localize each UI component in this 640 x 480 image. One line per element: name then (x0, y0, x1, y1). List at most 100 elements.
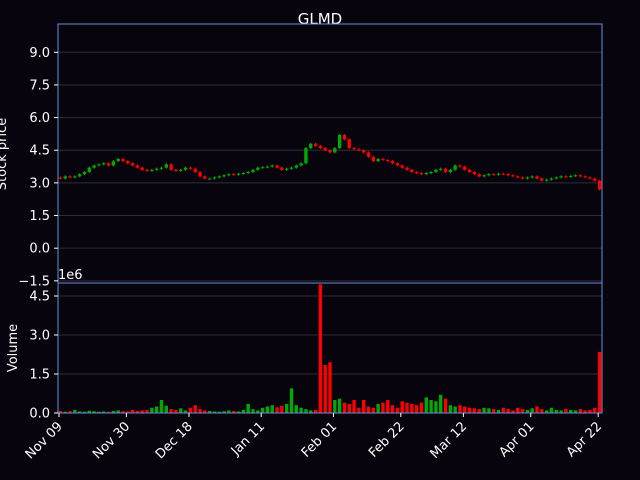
candle-body (564, 176, 568, 178)
volume-bar (304, 409, 308, 413)
candle-body (366, 152, 371, 157)
volume-bar (381, 402, 385, 413)
volume-bar (549, 407, 554, 413)
volume-bar (68, 411, 72, 413)
candle-body (284, 168, 289, 170)
candle-body (578, 175, 583, 177)
candle-body (63, 176, 67, 179)
candle-body (275, 165, 279, 168)
candle-body (183, 167, 188, 170)
candle-body (97, 164, 101, 166)
volume-bar (318, 284, 323, 413)
candle-body (337, 135, 342, 149)
candle-body (506, 174, 510, 176)
candle-body (525, 177, 530, 179)
volume-bar (458, 405, 462, 413)
volume-bar (535, 406, 539, 413)
volume-bar (169, 409, 173, 413)
candle-body (573, 175, 578, 177)
candle-body (294, 165, 298, 168)
price-candles (58, 133, 602, 191)
volume-bar (313, 409, 318, 413)
candle-body (111, 161, 116, 166)
candle-body (491, 174, 496, 176)
price-tick-label: 1.5 (29, 209, 50, 224)
candle-body (472, 172, 477, 175)
volume-tick-label: 0.0 (29, 407, 50, 422)
volume-bar (309, 410, 313, 413)
volume-bar (241, 409, 246, 413)
candle-body (588, 177, 592, 179)
candle-body (434, 169, 438, 172)
volume-bar (222, 411, 226, 413)
candle-body (487, 174, 491, 176)
volume-bar (366, 406, 371, 413)
volume-bar (578, 409, 583, 413)
candle-body (429, 172, 433, 174)
candle-body (357, 149, 361, 151)
candle-body (482, 175, 486, 177)
volume-bar (588, 409, 592, 413)
candle-body (193, 168, 197, 172)
volume-bar (520, 409, 525, 413)
candle-body (102, 163, 106, 165)
candle-body (145, 169, 149, 171)
candle-body (318, 145, 323, 149)
volume-bar (188, 407, 193, 413)
volume-bar (174, 409, 178, 413)
volume-y-axis: 0.0 1.5 3.0 4.5 (29, 290, 58, 422)
candle-body (140, 167, 144, 170)
candle-body (439, 168, 443, 170)
volume-bar (597, 351, 602, 413)
candle-body (130, 163, 135, 166)
volume-bar (593, 407, 597, 413)
volume-bar (116, 410, 120, 413)
candle-body (265, 166, 270, 168)
candle-body (400, 165, 404, 168)
candle-body (159, 167, 164, 169)
volume-panel-frame (57, 282, 603, 414)
candle-body (424, 173, 428, 175)
candle-body (164, 164, 169, 168)
candle-body (198, 172, 202, 177)
candle-body (87, 167, 91, 172)
candle-body (236, 173, 241, 175)
volume-bar (419, 402, 424, 413)
volume-bar (102, 411, 106, 413)
volume-bar (564, 409, 568, 413)
volume-bar (362, 400, 366, 413)
candle-body (443, 168, 448, 172)
candle-body (82, 172, 87, 175)
volume-bar (530, 408, 534, 413)
volume-bar (501, 407, 505, 413)
candle-body (323, 148, 327, 151)
candle-body (352, 148, 356, 150)
candle-body (217, 176, 221, 178)
volume-bar (583, 410, 587, 413)
candle-body (569, 175, 573, 177)
volume-bar (511, 410, 515, 413)
volume-bar (434, 401, 438, 413)
volume-tick-label: 3.0 (29, 329, 50, 344)
candle-body (135, 165, 140, 168)
candle-body (174, 169, 178, 171)
volume-bar (270, 405, 274, 413)
candle-body (116, 158, 120, 162)
volume-bar (227, 410, 231, 413)
candle-body (289, 167, 294, 169)
price-y-axis-label: Stock price (0, 118, 10, 190)
volume-bar (236, 411, 241, 413)
volume-bar (246, 403, 250, 413)
candle-body (414, 172, 419, 174)
candle-body (559, 176, 563, 178)
volume-bar (540, 409, 544, 413)
candle-body (381, 158, 385, 161)
candle-body (583, 176, 587, 178)
volume-bar (207, 410, 212, 413)
volume-bar (569, 409, 573, 413)
volume-bar (448, 405, 453, 413)
candle-body (232, 174, 236, 176)
volume-bar (193, 405, 197, 413)
volume-bar (135, 410, 140, 413)
